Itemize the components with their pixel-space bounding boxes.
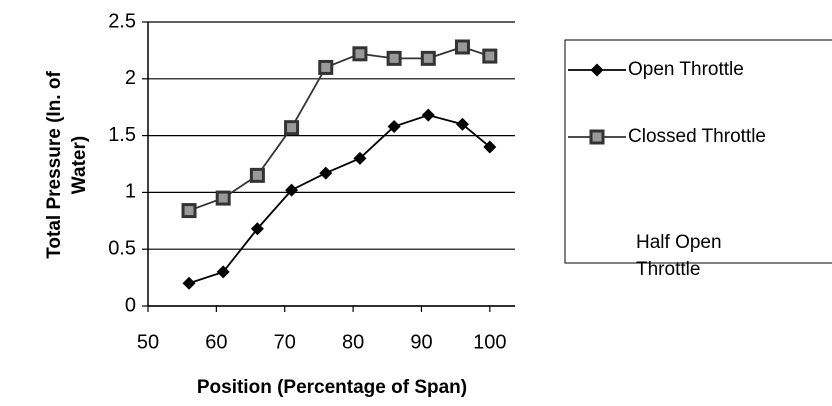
data-point [482,48,498,64]
data-point [455,117,469,131]
data-point [387,120,401,134]
data-point [386,50,402,66]
data-point [420,50,436,66]
x-tick-label: 70 [274,331,296,353]
data-point [284,120,300,136]
data-point [352,46,368,62]
x-tick-label: 100 [473,331,506,353]
data-point [353,151,367,165]
data-point [483,140,497,154]
data-point [318,59,334,75]
legend-label: Throttle [636,259,700,280]
data-point [454,39,470,55]
legend-box [564,39,832,264]
data-point [285,183,299,197]
data-point [182,276,196,290]
data-point [216,265,230,279]
y-tick-label: 1 [125,181,136,203]
legend-marker [590,63,604,77]
y-axis-title: Water) [69,136,90,194]
x-tick-label: 80 [342,331,364,353]
legend-label: Half Open [636,232,722,253]
legend-marker [589,129,605,145]
data-point [215,190,231,206]
x-tick-label: 90 [410,331,432,353]
data-point [249,167,265,183]
data-point [250,222,264,236]
y-tick-label: 0.5 [108,237,136,259]
y-tick-label: 0 [125,294,136,316]
y-tick-label: 2 [125,67,136,89]
series-line [188,114,491,285]
x-tick-label: 50 [137,331,159,353]
y-tick-label: 1.5 [108,124,136,146]
data-point [181,203,197,219]
x-tick-label: 60 [205,331,227,353]
legend-label: Clossed Throttle [628,126,766,147]
y-axis-title: Total Pressure (In. of [44,71,65,259]
data-point [421,108,435,122]
x-axis-title: Position (Percentage of Span) [197,377,467,398]
y-tick-label: 2.5 [108,10,136,32]
series-line [188,46,491,212]
data-point [319,166,333,180]
legend-label: Open Throttle [628,59,744,80]
